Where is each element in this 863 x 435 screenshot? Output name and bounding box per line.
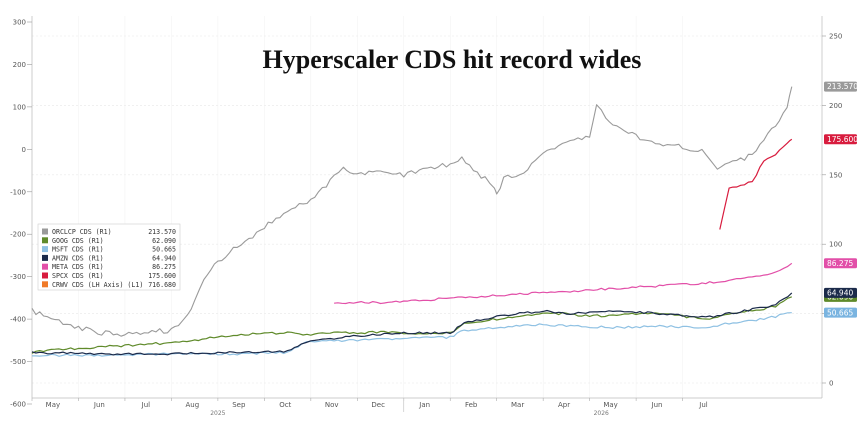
legend-swatch	[42, 272, 48, 279]
left-tick-label: -200	[10, 231, 26, 239]
legend-swatch	[42, 228, 48, 235]
x-axis: May Jun Jul Aug Sep Oct Nov Dec Jan Feb Mar Apr May J…	[31, 398, 708, 417]
left-tick-label: -300	[10, 273, 26, 281]
last-value-tag-bg	[824, 287, 857, 298]
legend-swatch	[42, 246, 48, 253]
legend-series-value: 86.275	[152, 263, 176, 271]
x-tick-label: Jul	[698, 401, 708, 409]
last-value-tag-bg	[824, 134, 857, 145]
legend-series-name: AMZN CDS (R1)	[52, 254, 104, 262]
left-tick-label: -400	[10, 316, 26, 324]
right-tick-label: 150	[829, 171, 842, 179]
last-value-tag: 50.665	[824, 307, 857, 318]
legend-swatch	[42, 254, 48, 261]
x-tick-label: Jul	[141, 401, 151, 409]
x-tick-label: Apr	[558, 401, 570, 409]
last-value-tag-label: 213.570	[827, 82, 858, 91]
last-value-tag-label: 64.940	[827, 288, 853, 297]
chart-axes	[31, 16, 823, 399]
last-value-tag: 64.940	[824, 287, 857, 298]
legend-series-name: SPCX CDS (R1)	[52, 272, 104, 280]
series-line	[31, 292, 793, 356]
last-value-tag-bg	[824, 258, 857, 269]
chart-title: Hyperscaler CDS hit record wides	[263, 45, 642, 74]
right-tick-label: 200	[829, 102, 842, 110]
last-value-tag-bg	[824, 307, 857, 318]
x-tick-label: Jun	[93, 401, 105, 409]
series-lines	[31, 86, 793, 357]
legend-swatch	[42, 263, 48, 270]
left-tick-label: -600	[10, 401, 26, 409]
series-line	[31, 86, 793, 337]
x-tick-label: Jun	[651, 401, 663, 409]
x-tick-label: Feb	[465, 401, 478, 409]
x-year-label: 2026	[594, 410, 609, 417]
right-tick-label: 0	[829, 380, 833, 388]
legend-series-name: CRWV CDS (LH Axis) (L1)	[52, 281, 143, 289]
series-line	[719, 138, 793, 230]
left-tick-label: -100	[10, 188, 26, 196]
last-value-tag-label: 50.665	[827, 308, 853, 317]
left-tick-label: 300	[13, 19, 26, 27]
legend-series-value: 175.600	[148, 272, 176, 280]
last-value-tag: 175.600	[824, 134, 858, 145]
last-value-tag: 86.275	[824, 258, 857, 269]
right-tick-label: 100	[829, 241, 842, 249]
legend-series-value: 50.665	[152, 246, 176, 254]
x-tick-label: Nov	[325, 401, 339, 409]
legend-series-value: 62.090	[152, 237, 176, 245]
legend-series-name: GOOG CDS (R1)	[52, 237, 104, 245]
left-tick-label: 100	[13, 103, 26, 111]
legend-series-value: 64.940	[152, 254, 176, 262]
legend-series-name: ORCLCP CDS (R1)	[52, 228, 112, 236]
x-tick-label: Dec	[371, 401, 385, 409]
chart-grid	[31, 16, 822, 398]
x-tick-label: Jan	[418, 401, 430, 409]
legend-series-name: META CDS (R1)	[52, 263, 104, 271]
left-tick-label: 0	[22, 146, 26, 154]
legend-series-name: MSFT CDS (R1)	[52, 246, 104, 254]
last-value-tag-label: 86.275	[827, 259, 853, 268]
x-year-label: 2025	[210, 410, 225, 417]
x-tick-label: Sep	[232, 401, 246, 409]
legend-swatch	[42, 281, 48, 288]
x-tick-label: Oct	[279, 401, 291, 409]
left-axis: 300 200 100 0 -100 -200 -300 -400 -500 -600	[10, 19, 32, 409]
legend-box	[37, 223, 181, 291]
left-tick-label: 200	[13, 61, 26, 69]
legend: ORCLCP CDS (R1) 213.570 GOOG CDS (R1) 62.09…	[37, 223, 181, 291]
x-tick-label: May	[46, 401, 60, 409]
x-tick-label: Aug	[185, 401, 199, 409]
last-value-tag: 213.570	[824, 81, 858, 92]
left-tick-label: -500	[10, 358, 26, 366]
right-tick-label: 250	[829, 33, 842, 41]
x-tick-label: Mar	[511, 401, 524, 409]
legend-series-value: 213.570	[148, 228, 176, 236]
last-value-tag-bg	[824, 81, 857, 92]
series-line	[334, 262, 793, 305]
x-tick-label: May	[603, 401, 617, 409]
legend-swatch	[42, 237, 48, 244]
last-value-tag-label: 175.600	[827, 135, 858, 144]
legend-series-value: 716.680	[148, 281, 176, 289]
